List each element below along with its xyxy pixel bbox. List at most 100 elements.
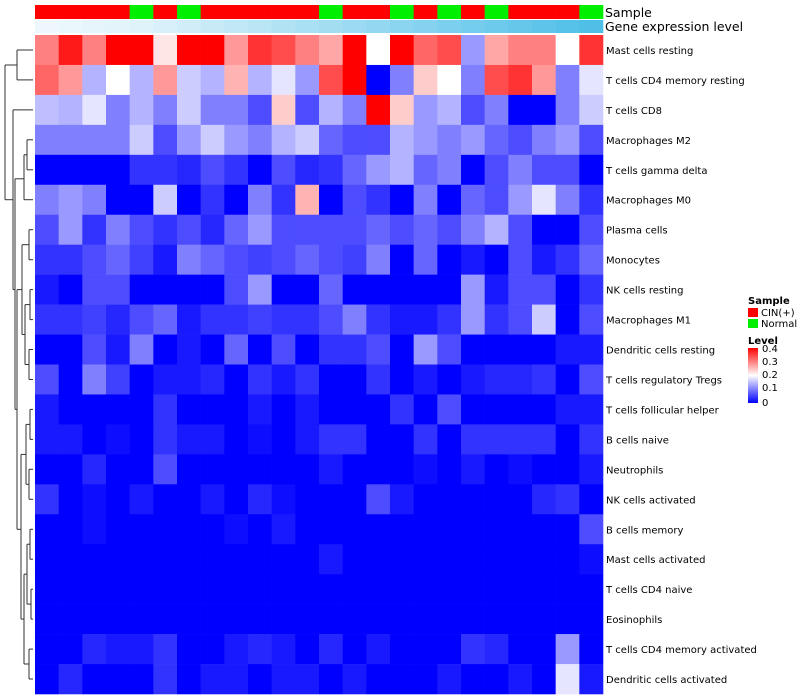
heatmap-cell [437,214,462,245]
heatmap-cell [342,604,367,635]
heatmap-cell [224,574,249,605]
heatmap-cell [319,244,343,275]
heatmap-cell [58,124,83,156]
row-label: T cells CD4 memory activated [605,645,757,656]
heatmap-cell [390,94,414,126]
heatmap-cell [177,35,201,66]
heatmap-cell [319,574,343,605]
heatmap-cell [295,214,320,245]
heatmap-cell [342,124,367,156]
heatmap-cell [106,664,130,695]
heatmap-cell [177,634,201,665]
heatmap-cell [295,394,320,425]
heatmap-cell [342,544,367,575]
heatmap-cell [153,634,178,665]
heatmap-cell [319,364,343,395]
heatmap-cell [437,35,462,66]
heatmap-cell [82,274,107,305]
heatmap-cell [224,214,249,245]
heatmap-cell [366,574,391,605]
heatmap-cell [200,454,225,485]
heatmap-cell [200,574,225,605]
heatmap-cell [461,35,485,66]
heatmap-cell [484,304,509,335]
heatmap-cell [342,364,367,395]
heatmap-cell [35,304,59,335]
heatmap-cell [224,274,249,305]
heatmap-cell [271,424,296,455]
heatmap-cell [271,94,296,126]
annotation-cell-sample [129,5,154,19]
heatmap-cell [484,604,509,635]
heatmap-cell [35,424,59,455]
heatmap-cell [295,484,320,515]
heatmap-cell [271,364,296,395]
heatmap-cell [461,394,485,425]
heatmap-cell [579,604,604,635]
heatmap-cell [248,274,272,305]
heatmap-cell [248,394,272,425]
heatmap-cell [532,664,556,695]
annotation-cell-sample [555,5,580,19]
heatmap-cell [390,424,414,455]
heatmap-cell [508,364,533,395]
heatmap-cell [532,604,556,635]
legend: Sample CIN(+) Normal Level 0.4 0.3 0.2 0… [748,296,797,409]
heatmap-cell [224,154,249,186]
heatmap-cell [484,394,509,425]
annotation-cell-sample [58,5,83,19]
heatmap-cell [224,94,249,126]
heatmap-cell [153,274,178,305]
heatmap-cell [555,364,580,395]
heatmap-cell [461,454,485,485]
heatmap-cell [153,64,178,96]
heatmap-cell [129,544,154,575]
heatmap-cell [461,574,485,605]
heatmap-cell [129,334,154,365]
heatmap-cell [390,274,414,305]
heatmap-cell [484,574,509,605]
heatmap-cell [342,634,367,665]
annotation-cell-sample [461,5,485,19]
heatmap-cell [366,334,391,365]
annotation-cell-sample [579,5,604,19]
row-label: NK cells resting [606,286,683,297]
heatmap-cell [295,664,320,695]
row-label: Macrophages M0 [606,196,691,207]
heatmap-cell [413,604,438,635]
heatmap-cell [82,454,107,485]
heatmap-cell [579,514,604,545]
row-label: T cells CD4 naive [605,585,692,596]
heatmap-cell [248,484,272,515]
heatmap-cell [555,454,580,485]
heatmap-cell [390,634,414,665]
heatmap-cell [508,634,533,665]
heatmap-cell [366,274,391,305]
heatmap-cell [82,604,107,635]
heatmap-cell [390,244,414,275]
heatmap-cell [295,634,320,665]
heatmap-cell [413,454,438,485]
heatmap-cell [555,424,580,455]
heatmap-cell [248,64,272,96]
heatmap-cell [461,334,485,365]
heatmap-cell [390,154,414,186]
heatmap-cell [579,184,604,216]
legend-swatch-normal [748,319,758,328]
heatmap-cell [342,94,367,126]
heatmap-cell [129,664,154,695]
heatmap-cell [532,35,556,66]
heatmap-cell [271,304,296,335]
heatmap-cell [35,394,59,425]
heatmap-cell [319,184,343,216]
heatmap-cell [200,94,225,126]
heatmap-cell [366,214,391,245]
heatmap-cell [177,424,201,455]
legend-level-tick-1: 0.3 [762,357,778,368]
heatmap-cell [413,394,438,425]
annotation-cell-sample [82,5,107,19]
heatmap-cell [484,94,509,126]
heatmap-cell [366,454,391,485]
heatmap-cell [177,154,201,186]
heatmap-cell [390,604,414,635]
